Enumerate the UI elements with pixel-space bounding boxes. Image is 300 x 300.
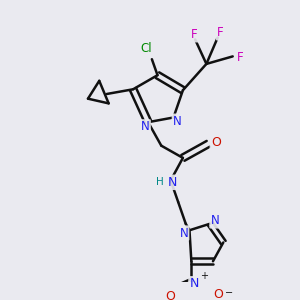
Text: F: F bbox=[191, 28, 197, 41]
Text: N: N bbox=[190, 277, 199, 290]
Text: N: N bbox=[168, 176, 177, 189]
Text: H: H bbox=[155, 177, 163, 187]
Text: O: O bbox=[165, 290, 175, 300]
Text: N: N bbox=[211, 214, 219, 227]
Text: +: + bbox=[200, 271, 208, 281]
Text: F: F bbox=[237, 51, 244, 64]
Text: F: F bbox=[217, 26, 224, 39]
Text: O: O bbox=[214, 288, 224, 300]
Text: N: N bbox=[141, 120, 150, 134]
Text: O: O bbox=[211, 136, 221, 149]
Text: Cl: Cl bbox=[140, 42, 152, 56]
Text: N: N bbox=[179, 226, 188, 240]
Text: −: − bbox=[225, 288, 233, 298]
Text: N: N bbox=[173, 115, 182, 128]
